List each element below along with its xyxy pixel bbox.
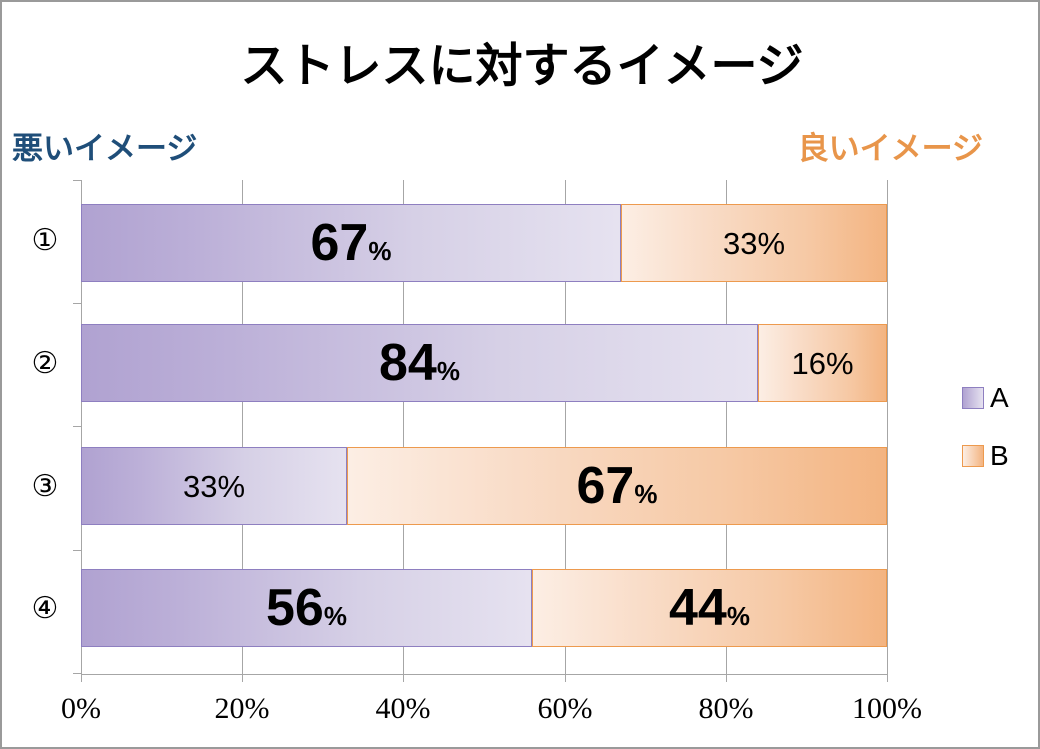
- bar-row[interactable]: 67% 33%: [81, 204, 887, 282]
- bar-row[interactable]: 84% 16%: [81, 324, 887, 402]
- category-label-3: ③: [31, 470, 59, 503]
- x-axis-line: [81, 674, 888, 675]
- plot-area: 67% 33% 84% 16% 33% 67%: [81, 180, 888, 674]
- x-axis-tick: [242, 674, 243, 682]
- y-axis-tick: [73, 426, 81, 427]
- legend-item-b[interactable]: B: [962, 442, 1009, 470]
- legend: A B: [962, 384, 1009, 500]
- x-axis-tick: [887, 674, 888, 682]
- bar-segment-a[interactable]: 67%: [81, 204, 621, 282]
- bar-label-a: 84%: [379, 334, 460, 392]
- x-axis-label-60: 60%: [537, 692, 593, 725]
- bar-label-a: 67%: [310, 214, 392, 272]
- x-axis-label-20: 20%: [214, 692, 270, 725]
- bar-segment-a[interactable]: 84%: [81, 324, 758, 402]
- x-axis-label-0: 0%: [61, 692, 101, 725]
- bar-row[interactable]: 56% 44%: [81, 569, 887, 647]
- bar-label-b: 44%: [669, 579, 750, 637]
- gridline-0: [81, 180, 82, 674]
- gridline-20: [242, 180, 243, 674]
- category-label-4: ④: [31, 592, 59, 625]
- y-axis-tick: [73, 673, 81, 674]
- bar-row[interactable]: 33% 67%: [81, 447, 887, 525]
- bar-segment-b[interactable]: 33%: [621, 204, 887, 282]
- gridline-40: [403, 180, 404, 674]
- x-axis-label-40: 40%: [375, 692, 431, 725]
- bar-segment-b[interactable]: 44%: [532, 569, 887, 647]
- gridline-100: [887, 180, 888, 674]
- bar-segment-b[interactable]: 16%: [758, 324, 887, 402]
- bar-segment-a[interactable]: 56%: [81, 569, 532, 647]
- x-axis-label-100: 100%: [852, 692, 922, 725]
- legend-swatch-b-icon: [962, 445, 984, 467]
- legend-label-a: A: [990, 382, 1009, 413]
- x-axis-tick: [403, 674, 404, 682]
- legend-label-b: B: [990, 440, 1009, 471]
- chart-title: ストレスに対するイメージ: [240, 39, 804, 92]
- legend-item-a[interactable]: A: [962, 384, 1009, 412]
- x-axis-tick: [565, 674, 566, 682]
- category-label-2: ②: [31, 347, 59, 380]
- y-axis-tick: [73, 303, 81, 304]
- bar-segment-a[interactable]: 33%: [81, 447, 347, 525]
- x-axis-label-80: 80%: [698, 692, 754, 725]
- annotation-bad-image: 悪いイメージ: [12, 131, 198, 166]
- bar-label-b: 33%: [722, 225, 786, 261]
- bar-label-a: 56%: [266, 579, 347, 637]
- bar-label-a: 33%: [182, 468, 246, 504]
- y-axis-tick: [73, 180, 81, 181]
- category-label-1: ①: [31, 224, 59, 257]
- x-axis-tick: [81, 674, 82, 682]
- legend-swatch-a-icon: [962, 387, 984, 409]
- bar-segment-b[interactable]: 67%: [347, 447, 887, 525]
- bar-label-b: 16%: [791, 345, 854, 381]
- annotation-good-image: 良いイメージ: [797, 131, 983, 166]
- bar-label-b: 67%: [576, 457, 658, 515]
- gridline-80: [726, 180, 727, 674]
- gridline-60: [565, 180, 566, 674]
- y-axis-tick: [73, 550, 81, 551]
- x-axis-tick: [726, 674, 727, 682]
